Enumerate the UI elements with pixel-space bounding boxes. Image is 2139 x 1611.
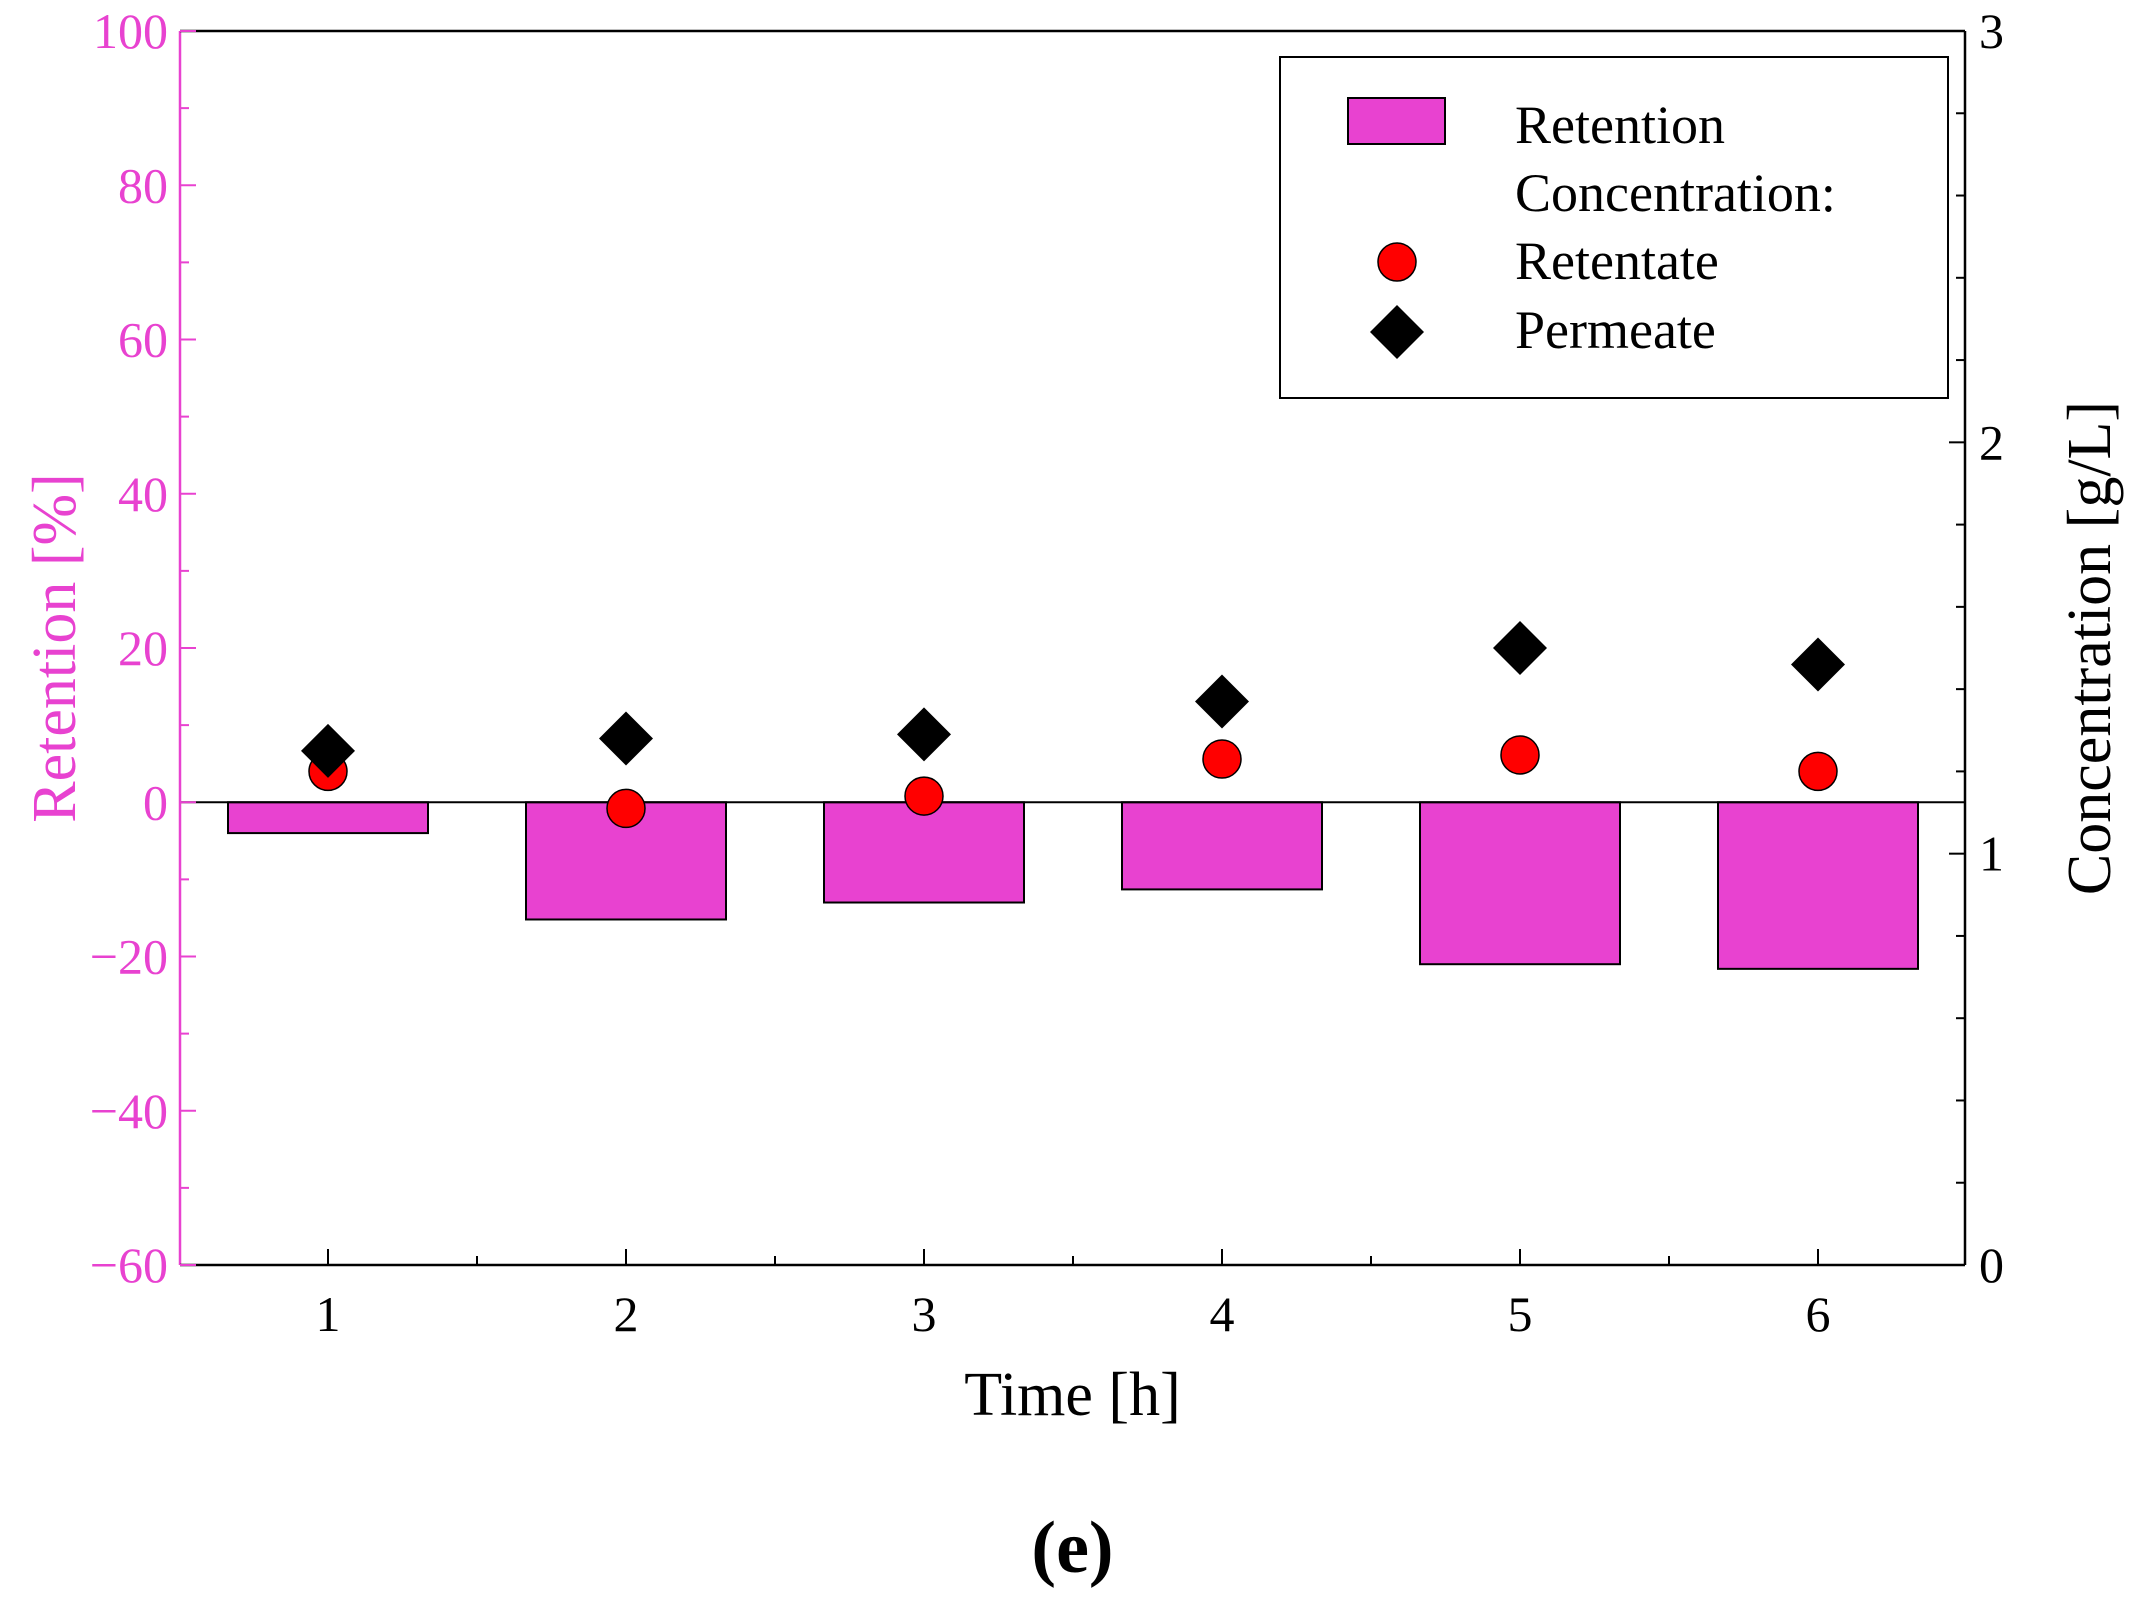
retention-bar-6 <box>1717 801 1919 970</box>
axes-layer <box>178 29 1967 1267</box>
label-layer: 100 80 60 40 20 0 −20 −40 −60 3 2 1 0 1 2 3 4 5 6 Time [h] R… <box>21 3 2124 1589</box>
right-tick-label: 2 <box>1979 414 2004 470</box>
retentate-point-3 <box>904 776 944 816</box>
x-axis-title: Time [h] <box>964 1361 1180 1429</box>
retention-bar-5 <box>1419 801 1621 966</box>
left-tick-label: 60 <box>118 312 168 368</box>
bar-layer <box>227 801 1919 970</box>
legend-entry-1: Concentration: <box>1515 163 1836 223</box>
permeate-point-5 <box>1493 621 1547 675</box>
retention-bar-4 <box>1121 801 1323 891</box>
legend-entry-0: Retention <box>1515 95 1725 155</box>
left-tick-label: 0 <box>143 774 168 830</box>
retentate-point-5 <box>1500 735 1540 775</box>
marker-layer <box>301 621 1845 829</box>
right-tick-label: 3 <box>1979 3 2004 59</box>
legend-permeate-marker <box>1370 305 1424 359</box>
left-tick-label: −40 <box>90 1083 168 1139</box>
retentate-point-4 <box>1202 739 1242 779</box>
right-tick-label: 1 <box>1979 826 2004 882</box>
x-tick-label-4: 4 <box>1210 1286 1235 1342</box>
left-axis-title: Retention [%] <box>21 473 89 823</box>
left-tick-label: 100 <box>93 3 168 59</box>
legend-retentate-marker <box>1377 242 1417 282</box>
x-tick-label-5: 5 <box>1508 1286 1533 1342</box>
panel-label: (e) <box>1031 1507 1113 1589</box>
legend-retention-swatch <box>1347 97 1446 145</box>
left-tick-label: −60 <box>90 1237 168 1293</box>
x-tick-label-3: 3 <box>912 1286 937 1342</box>
retentate-point-6 <box>1798 751 1838 792</box>
left-tick-label: 20 <box>118 620 168 676</box>
retentate-point-2 <box>606 788 646 829</box>
x-tick-label-1: 1 <box>316 1286 341 1342</box>
x-tick-label-2: 2 <box>614 1286 639 1342</box>
left-tick-label: 40 <box>118 466 168 522</box>
permeate-point-3 <box>897 707 951 762</box>
retention-bar-1 <box>227 801 429 835</box>
left-tick-label: 80 <box>118 157 168 213</box>
permeate-point-4 <box>1195 674 1249 729</box>
permeate-point-2 <box>599 711 653 766</box>
permeate-point-1 <box>301 723 355 778</box>
legend-entry-3: Permeate <box>1515 300 1716 360</box>
left-tick-label: −20 <box>90 929 168 985</box>
legend-entry-2: Retentate <box>1515 231 1719 291</box>
right-tick-label: 0 <box>1979 1237 2004 1293</box>
x-tick-label-6: 6 <box>1806 1286 1831 1342</box>
retention-bar-3 <box>823 801 1025 904</box>
permeate-point-6 <box>1791 637 1845 692</box>
right-axis-title: Concentration [g/L] <box>2056 401 2124 895</box>
legend: Retention Concentration: Retentate Permeate <box>1279 56 1949 399</box>
